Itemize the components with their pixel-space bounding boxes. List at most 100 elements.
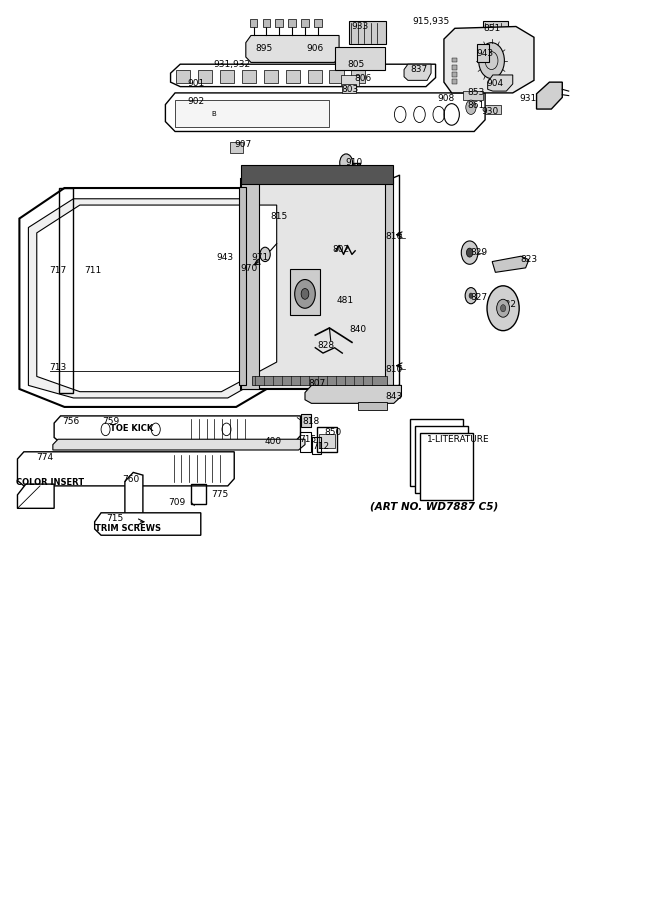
Text: 756: 756	[62, 417, 79, 426]
Bar	[386, 179, 393, 389]
Text: 907: 907	[234, 140, 251, 149]
Text: 827: 827	[470, 293, 487, 302]
Bar	[249, 19, 257, 26]
Bar	[198, 70, 213, 83]
Circle shape	[469, 293, 473, 299]
Text: 713: 713	[49, 363, 67, 372]
Bar	[452, 58, 457, 62]
Text: TRIM SCREWS: TRIM SCREWS	[95, 525, 161, 534]
Polygon shape	[537, 82, 562, 109]
Polygon shape	[28, 199, 284, 398]
Bar	[329, 70, 344, 83]
Text: 759: 759	[102, 417, 120, 426]
Bar	[463, 91, 483, 100]
Polygon shape	[252, 376, 388, 385]
Text: 802: 802	[333, 245, 349, 254]
Polygon shape	[404, 64, 431, 80]
Bar	[262, 19, 270, 26]
Bar	[275, 19, 283, 26]
Text: 807: 807	[308, 379, 325, 388]
Text: 806: 806	[354, 74, 371, 83]
Circle shape	[497, 300, 510, 317]
Bar	[264, 70, 278, 83]
Polygon shape	[19, 188, 294, 407]
Bar	[220, 70, 234, 83]
Polygon shape	[444, 26, 534, 93]
Bar	[241, 165, 393, 184]
Bar	[452, 72, 457, 76]
Circle shape	[479, 42, 505, 78]
Bar	[477, 44, 489, 62]
Text: 810: 810	[385, 364, 402, 373]
Bar	[314, 19, 322, 26]
Circle shape	[466, 248, 473, 257]
Bar	[319, 434, 335, 448]
Circle shape	[295, 280, 315, 308]
Text: 902: 902	[187, 97, 204, 106]
Bar	[242, 70, 256, 83]
Circle shape	[340, 154, 353, 172]
Bar	[485, 105, 501, 114]
Text: 850: 850	[324, 428, 341, 436]
Bar	[452, 79, 457, 84]
Text: 931: 931	[519, 94, 536, 103]
Polygon shape	[37, 205, 276, 392]
Text: 943: 943	[477, 49, 494, 58]
Text: 861: 861	[468, 101, 484, 110]
Text: 815: 815	[271, 212, 288, 221]
Circle shape	[501, 304, 506, 311]
Polygon shape	[95, 513, 201, 536]
Bar	[230, 142, 243, 153]
Text: 810: 810	[385, 232, 402, 241]
Text: 906: 906	[307, 43, 324, 52]
Text: 775: 775	[211, 491, 229, 500]
Polygon shape	[171, 64, 435, 86]
Polygon shape	[246, 35, 339, 62]
Text: 910: 910	[345, 158, 362, 167]
Text: 400: 400	[264, 436, 282, 446]
Circle shape	[260, 248, 270, 262]
Polygon shape	[488, 75, 513, 91]
Bar	[301, 414, 311, 427]
Bar	[286, 70, 300, 83]
Text: 931,932: 931,932	[213, 59, 250, 68]
Text: 715: 715	[107, 514, 124, 523]
Text: 823: 823	[520, 256, 537, 265]
Circle shape	[487, 286, 519, 330]
Text: 837: 837	[411, 65, 428, 74]
Bar	[317, 427, 337, 452]
Text: 774: 774	[37, 453, 54, 462]
Bar	[289, 269, 320, 315]
Bar	[176, 70, 191, 83]
Text: COLOR INSERT: COLOR INSERT	[16, 478, 84, 487]
Text: 711: 711	[84, 266, 101, 275]
Text: 828: 828	[318, 340, 335, 349]
Text: 803: 803	[341, 85, 359, 94]
Polygon shape	[54, 416, 300, 443]
Text: 822: 822	[500, 301, 517, 310]
Circle shape	[301, 289, 309, 300]
Bar	[335, 47, 385, 69]
Bar	[420, 433, 473, 500]
Bar	[410, 418, 463, 486]
Text: 829: 829	[470, 248, 487, 257]
Text: 904: 904	[487, 79, 504, 88]
Polygon shape	[241, 179, 391, 389]
Bar	[300, 432, 311, 452]
Text: B: B	[211, 112, 216, 117]
Text: TOE KICK: TOE KICK	[110, 424, 153, 433]
Bar	[349, 21, 386, 44]
Bar	[452, 65, 457, 69]
Bar	[312, 436, 321, 454]
Bar	[241, 179, 258, 389]
Text: 712: 712	[313, 442, 329, 451]
Text: (ART NO. WD7887 C5): (ART NO. WD7887 C5)	[370, 501, 498, 511]
Polygon shape	[17, 452, 234, 486]
Text: 1-LITERATURE: 1-LITERATURE	[427, 435, 490, 444]
Text: 895: 895	[255, 43, 273, 52]
Circle shape	[465, 288, 477, 304]
Text: 481: 481	[337, 296, 354, 305]
Bar	[415, 426, 468, 493]
Text: 805: 805	[348, 59, 365, 68]
Bar	[307, 70, 322, 83]
